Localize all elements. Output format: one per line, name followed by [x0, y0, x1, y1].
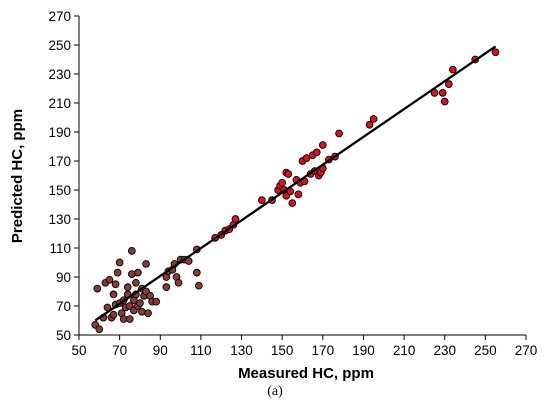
data-point — [440, 97, 449, 106]
y-tick-label: 270 — [48, 9, 71, 24]
data-point — [162, 283, 171, 292]
x-tick-label: 190 — [352, 343, 375, 358]
x-tick-label: 150 — [271, 343, 294, 358]
x-tick-label: 270 — [515, 343, 538, 358]
data-point — [258, 196, 266, 205]
y-tick-label: 170 — [48, 154, 71, 169]
x-tick-label: 130 — [230, 343, 253, 358]
data-point — [231, 215, 240, 223]
data-point — [115, 258, 124, 267]
data-point — [132, 278, 140, 287]
y-tick-label: 250 — [48, 38, 71, 53]
data-point — [113, 268, 122, 277]
data-point — [449, 65, 457, 74]
y-tick-label: 110 — [49, 241, 71, 256]
data-point — [105, 276, 114, 284]
data-point — [365, 120, 374, 129]
y-tick-label: 130 — [48, 212, 71, 227]
y-axis-title: Predicted HC, ppm — [9, 109, 26, 243]
x-tick-label: 90 — [153, 343, 168, 358]
y-tick-label: 210 — [48, 96, 71, 111]
data-point — [294, 190, 303, 199]
data-point — [152, 297, 161, 306]
data-point — [278, 178, 287, 187]
data-point — [284, 170, 293, 178]
data-point — [134, 268, 142, 277]
data-point — [195, 281, 203, 290]
data-point — [192, 268, 201, 277]
data-point — [312, 148, 321, 157]
x-tick-label: 210 — [393, 343, 416, 358]
figure-caption: (a) — [267, 384, 283, 399]
data-point — [109, 290, 118, 299]
x-tick-label: 250 — [474, 343, 497, 358]
data-point — [335, 129, 343, 138]
data-point — [288, 199, 297, 207]
y-tick-label: 90 — [56, 270, 71, 285]
data-point — [136, 299, 144, 307]
data-point — [111, 280, 120, 289]
y-tick-label: 150 — [48, 183, 71, 198]
data-point — [302, 154, 311, 162]
x-tick-label: 70 — [112, 343, 127, 358]
data-point — [123, 283, 132, 292]
x-tick-label: 110 — [190, 343, 212, 358]
x-axis-title: Measured HC, ppm — [238, 365, 374, 382]
data-point — [125, 315, 134, 323]
x-tick-label: 50 — [71, 343, 86, 358]
data-point — [318, 141, 327, 149]
data-point — [144, 309, 152, 318]
y-tick-label: 50 — [56, 328, 71, 343]
data-point — [369, 115, 378, 123]
y-tick-label: 70 — [56, 299, 71, 314]
data-point — [444, 80, 453, 89]
data-point — [142, 260, 150, 268]
data-point — [491, 48, 500, 57]
data-point — [127, 247, 136, 255]
x-tick-label: 230 — [433, 343, 456, 358]
trend-line — [94, 45, 497, 322]
x-tick-label: 170 — [312, 343, 335, 358]
data-point — [438, 88, 447, 97]
y-tick-label: 190 — [48, 125, 71, 140]
data-point — [95, 325, 104, 334]
data-point — [109, 310, 118, 319]
data-point — [93, 284, 102, 293]
data-point — [174, 278, 183, 287]
y-tick-label: 230 — [48, 67, 71, 82]
